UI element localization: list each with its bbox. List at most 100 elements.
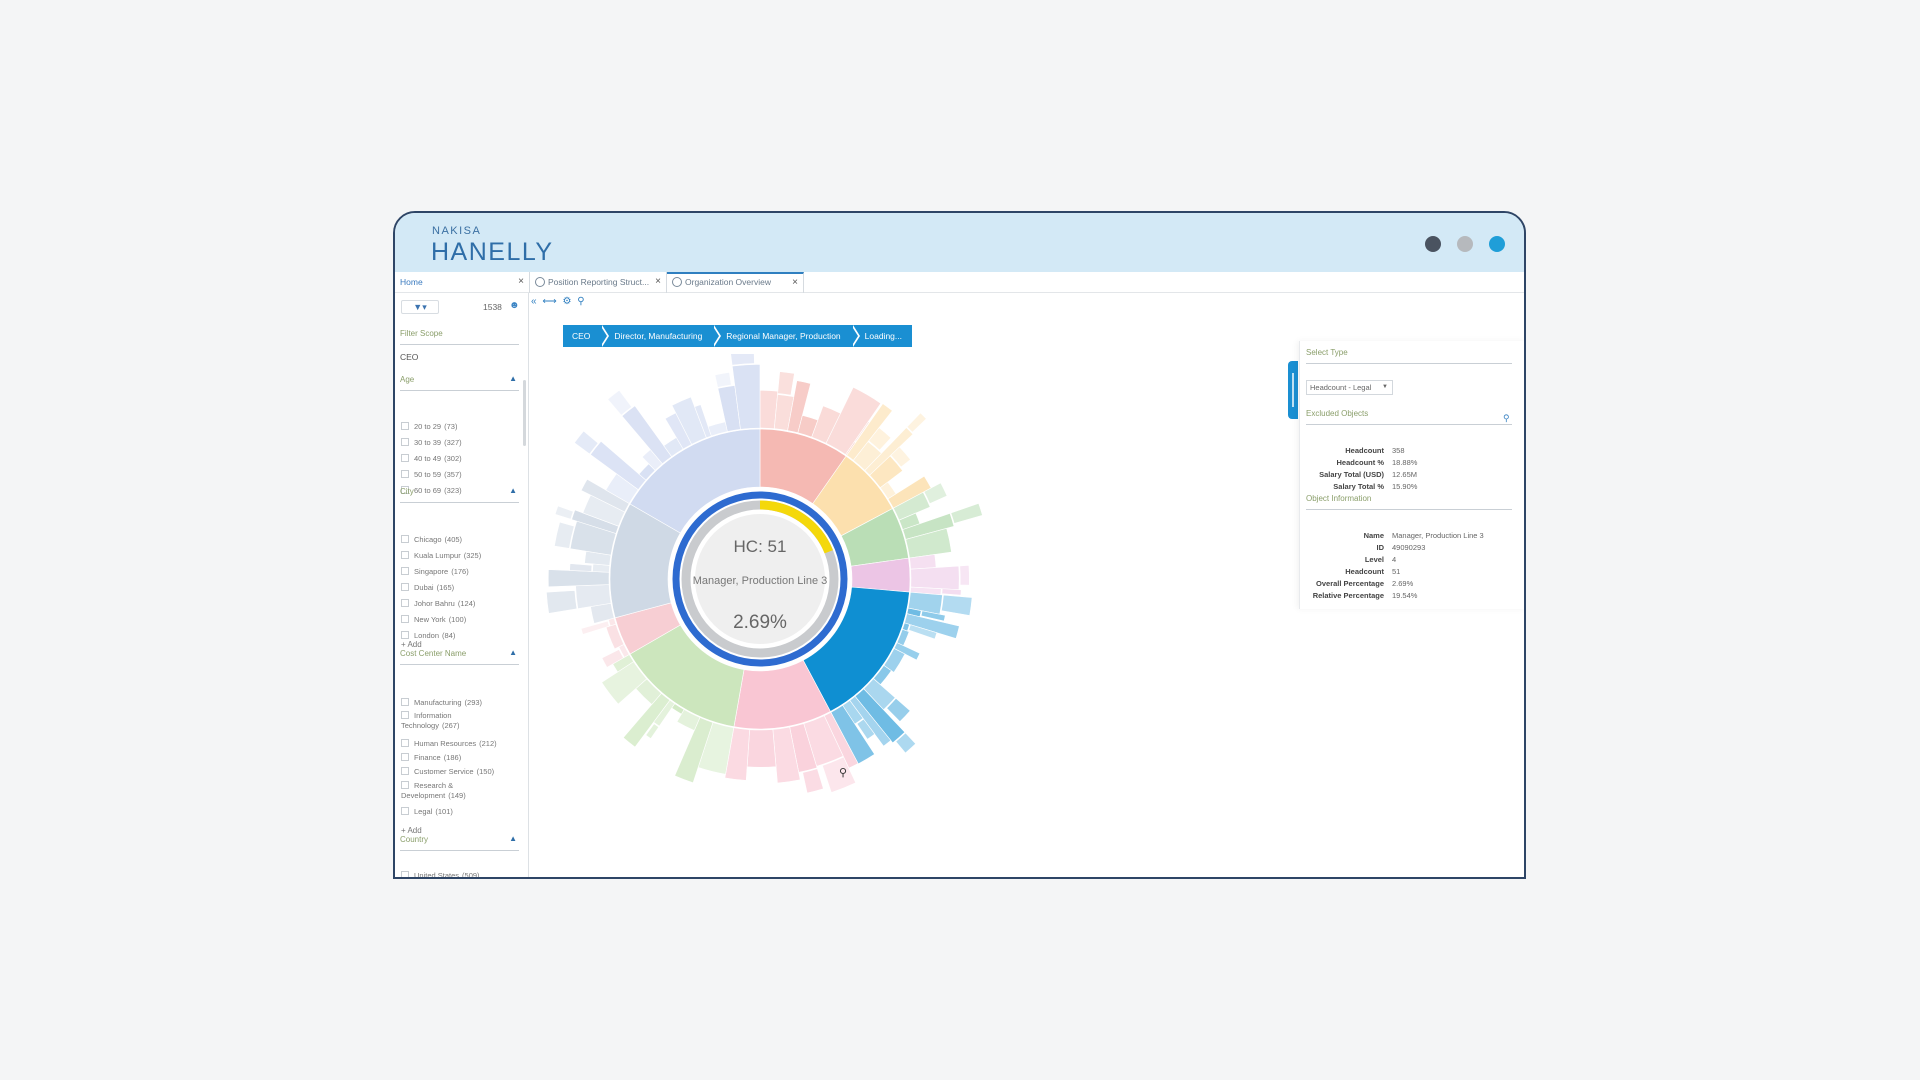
type-select[interactable]: Headcount - Legal ▼ (1306, 380, 1393, 395)
sidebar-scrollbar[interactable] (523, 380, 526, 446)
sunburst-segment[interactable] (941, 588, 962, 596)
sunburst-segment[interactable] (569, 563, 593, 572)
sunburst-segment[interactable] (554, 505, 574, 520)
sunburst-segment[interactable] (910, 565, 960, 590)
filter-option[interactable]: London (84) (401, 631, 455, 641)
checkbox[interactable] (401, 807, 409, 815)
close-icon[interactable]: × (518, 276, 524, 287)
cost-center-add-link[interactable]: + Add (401, 826, 422, 835)
chevron-up-icon[interactable]: ▲ (509, 374, 517, 383)
filter-option[interactable]: Chicago (405) (401, 535, 462, 545)
sunburst-segment[interactable] (950, 502, 983, 524)
sunburst-segment[interactable] (886, 697, 911, 723)
checkbox[interactable] (401, 470, 409, 478)
person-icon[interactable]: ☻ (509, 300, 520, 311)
filter-option[interactable]: Research & Development (149) (401, 781, 501, 801)
checkbox[interactable] (401, 535, 409, 543)
checkbox[interactable] (401, 753, 409, 761)
sunburst-segment[interactable] (645, 723, 660, 740)
checkbox[interactable] (401, 767, 409, 775)
filter-option[interactable]: Finance (186) (401, 753, 461, 763)
sunburst-segment[interactable] (856, 718, 876, 740)
filter-option[interactable]: 20 to 29 (73) (401, 422, 457, 432)
checkbox[interactable] (401, 615, 409, 623)
chevron-up-icon[interactable]: ▲ (509, 486, 517, 495)
sunburst-segment[interactable] (580, 620, 610, 635)
window-dot-grey[interactable] (1457, 236, 1473, 252)
window-dot-blue[interactable] (1489, 236, 1505, 252)
checkbox[interactable] (401, 871, 409, 877)
checkbox[interactable] (401, 583, 409, 591)
sunburst-segment[interactable] (920, 610, 946, 622)
tab-organization-overview[interactable]: Organization Overview × (667, 272, 804, 293)
checkbox[interactable] (401, 698, 409, 706)
filter-option[interactable]: Kuala Lumpur (325) (401, 551, 481, 561)
sunburst-segment[interactable] (821, 756, 857, 793)
sunburst-segment[interactable] (714, 372, 732, 388)
filter-option[interactable]: Dubai (165) (401, 583, 454, 593)
sunburst-segment[interactable] (607, 389, 633, 416)
checkbox[interactable] (401, 567, 409, 575)
checkbox[interactable] (401, 486, 409, 494)
filter-dropdown-button[interactable]: ▼▾ (401, 300, 439, 314)
panel-toggle-handle[interactable] (1288, 361, 1298, 419)
collapse-icon[interactable]: « (531, 296, 537, 307)
checkbox[interactable] (401, 631, 409, 639)
checkbox[interactable] (401, 739, 409, 747)
checkbox[interactable] (401, 422, 409, 430)
share-icon[interactable]: ⟷ (542, 296, 557, 307)
filter-option[interactable]: New York (100) (401, 615, 466, 625)
sunburst-segment[interactable] (731, 364, 761, 430)
city-add-link[interactable]: + Add (401, 640, 422, 649)
breadcrumb-regional-manager[interactable]: Regional Manager, Production (712, 325, 861, 347)
sunburst-segment[interactable] (601, 649, 624, 668)
tab-position-reporting[interactable]: Position Reporting Struct... × (530, 272, 667, 293)
sunburst-chart[interactable]: HC: 51 Manager, Production Line 3 2.69% (535, 354, 985, 804)
center-disc[interactable] (695, 514, 825, 644)
sunburst-segment[interactable] (546, 590, 578, 614)
search-icon[interactable]: ⚲ (577, 296, 585, 307)
close-icon[interactable]: × (655, 276, 661, 287)
age-header[interactable]: Age ▲ (400, 374, 519, 391)
close-icon[interactable]: × (792, 277, 798, 288)
sunburst-segment[interactable] (890, 446, 911, 468)
sunburst-segment[interactable] (868, 427, 892, 451)
sunburst-segment[interactable] (802, 768, 824, 794)
sunburst-segment[interactable] (959, 565, 970, 586)
sunburst-segment[interactable] (923, 482, 948, 505)
filter-option[interactable]: 40 to 49 (302) (401, 454, 462, 464)
checkbox[interactable] (401, 551, 409, 559)
zoom-icon[interactable]: ⚲ (1503, 413, 1510, 423)
checkbox[interactable] (401, 781, 409, 789)
breadcrumb-director-manufacturing[interactable]: Director, Manufacturing (600, 325, 722, 347)
tab-home[interactable]: Home × (395, 272, 530, 293)
breadcrumb-ceo[interactable]: CEO (563, 325, 610, 347)
cost-center-header[interactable]: Cost Center Name ▲ (400, 648, 519, 665)
sunburst-segment[interactable] (777, 371, 795, 396)
sunburst-segment[interactable] (746, 729, 777, 768)
filter-option[interactable]: 30 to 39 (327) (401, 438, 462, 448)
checkbox[interactable] (401, 599, 409, 607)
chevron-up-icon[interactable]: ▲ (509, 834, 517, 843)
checkbox[interactable] (401, 438, 409, 446)
settings-icon[interactable]: ⚙ (562, 296, 572, 307)
filter-option[interactable]: United States (509) (401, 871, 480, 877)
sunburst-segment[interactable] (573, 430, 599, 455)
checkbox[interactable] (401, 454, 409, 462)
breadcrumb-loading[interactable]: Loading... (850, 325, 912, 347)
sunburst-segment[interactable] (895, 732, 917, 754)
country-header[interactable]: Country ▲ (400, 834, 519, 851)
filter-option[interactable]: Customer Service (150) (401, 767, 494, 777)
city-header[interactable]: City ▲ (400, 486, 519, 503)
filter-option[interactable]: 60 to 69 (323) (401, 486, 462, 496)
sunburst-segment[interactable] (906, 412, 927, 433)
filter-option[interactable]: Legal (101) (401, 807, 453, 817)
sunburst-segment[interactable] (554, 521, 575, 549)
filter-option[interactable]: Johor Bahru (124) (401, 599, 475, 609)
sunburst-segment[interactable] (941, 594, 973, 616)
chevron-up-icon[interactable]: ▲ (509, 648, 517, 657)
sunburst-segment[interactable] (629, 428, 761, 534)
window-dot-dark[interactable] (1425, 236, 1441, 252)
filter-option[interactable]: 50 to 59 (357) (401, 470, 462, 480)
filter-option[interactable]: Manufacturing (293) (401, 698, 482, 708)
